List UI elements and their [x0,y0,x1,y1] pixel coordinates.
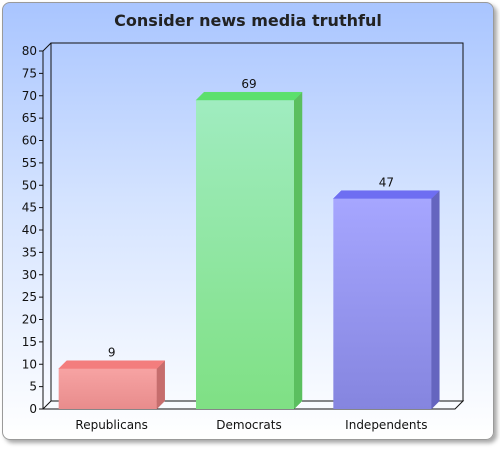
x-axis: Republicans Democrats Independents [75,418,427,432]
y-tick-label: 0 [29,402,37,416]
bar-side-independents [431,190,440,410]
bar-top-democrats [195,91,303,101]
bar-independents [333,198,432,409]
y-tick-label: 45 [22,201,37,215]
bar-top-independents [332,190,440,199]
y-tick-label: 30 [22,268,37,282]
data-label-republicans: 9 [108,346,116,360]
y-tick-label: 55 [22,156,37,170]
y-tick-label: 25 [22,290,37,304]
y-tick-label: 20 [22,313,37,327]
bar-side-democrats [293,91,303,410]
plot-floor [41,400,465,410]
bar-side-republicans [156,360,165,410]
bars: 9 69 47 [58,77,440,410]
y-tick-label: 50 [22,178,37,192]
y-tick-label: 10 [22,357,37,371]
y-tick-label: 60 [22,134,37,148]
plot-left-wall-top-edge [42,42,52,52]
bar-republicans [58,368,157,409]
x-tick-label-independents: Independents [345,418,427,432]
y-tick-label: 70 [22,89,37,103]
y-tick-label: 5 [29,380,37,394]
y-tick-label: 15 [22,335,37,349]
y-tick-label: 35 [22,245,37,259]
y-tick-label: 75 [22,66,37,80]
data-label-democrats: 69 [241,77,256,91]
x-tick-label-democrats: Democrats [216,418,282,432]
y-tick-label: 80 [22,44,37,58]
chart-title: Consider news media truthful [114,11,382,30]
bar-top-republicans [58,360,166,369]
bar-democrats [196,100,294,409]
y-axis: 0 5 10 15 20 25 30 35 40 45 50 55 60 65 70 75 80 [22,44,43,416]
x-tick-label-republicans: Republicans [75,418,148,432]
data-label-independents: 47 [379,176,394,190]
y-tick-label: 40 [22,223,37,237]
y-tick-label: 65 [22,111,37,125]
